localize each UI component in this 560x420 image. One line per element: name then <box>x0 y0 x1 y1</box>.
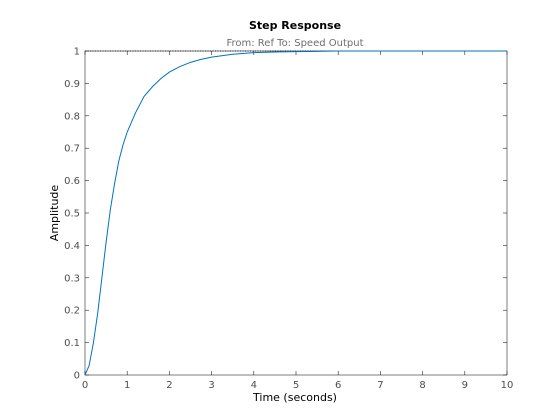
x-tick-label: 1 <box>124 380 130 391</box>
x-tick-label: 3 <box>208 380 214 391</box>
chart-subtitle: From: Ref To: Speed Output <box>226 38 363 49</box>
x-tick-label: 9 <box>462 380 468 391</box>
x-axis-label: Time (seconds) <box>252 391 337 404</box>
y-tick-label: 1 <box>74 47 80 58</box>
x-tick-label: 8 <box>419 380 425 391</box>
y-tick-label: 0.4 <box>64 241 80 252</box>
x-tick-label: 10 <box>501 380 514 391</box>
series-group <box>84 50 507 376</box>
x-axis: 0 1 2 3 4 5 6 7 8 9 10 <box>82 51 514 391</box>
y-tick-label: 0.7 <box>64 144 80 155</box>
y-axis: 0 0.1 0.2 0.3 0.4 0.5 0.6 0.7 0.8 0.9 1 <box>64 47 507 382</box>
x-tick-label: 0 <box>82 380 88 391</box>
y-tick-label: 0.9 <box>64 79 80 90</box>
chart-title: Step Response <box>249 19 341 32</box>
x-tick-label: 2 <box>166 380 172 391</box>
y-tick-label: 0.8 <box>64 111 80 122</box>
x-tick-label: 5 <box>293 380 299 391</box>
y-axis-label: Amplitude <box>48 185 61 242</box>
y-tick-label: 0.5 <box>64 209 80 220</box>
y-tick-label: 0.3 <box>64 273 80 284</box>
y-tick-label: 0.6 <box>64 176 80 187</box>
step-response-line <box>84 50 507 376</box>
y-tick-label: 0.1 <box>64 338 80 349</box>
y-tick-label: 0 <box>74 371 80 382</box>
plot-area <box>84 50 508 376</box>
x-tick-label: 7 <box>377 380 383 391</box>
x-tick-label: 6 <box>335 380 341 391</box>
y-tick-label: 0.2 <box>64 306 80 317</box>
x-tick-label: 4 <box>251 380 257 391</box>
axes-box <box>84 50 508 376</box>
